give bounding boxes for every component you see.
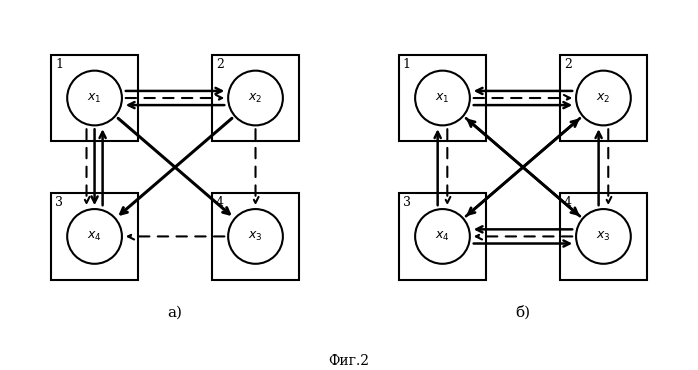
Bar	[212, 54, 299, 141]
Bar	[560, 54, 647, 141]
Bar	[51, 193, 138, 280]
Text: 1: 1	[55, 58, 63, 71]
Circle shape	[228, 71, 283, 125]
Bar	[560, 193, 647, 280]
Bar	[399, 54, 486, 141]
Bar	[212, 193, 299, 280]
Text: $x_1$: $x_1$	[87, 91, 102, 105]
Text: $x_2$: $x_2$	[248, 91, 262, 105]
Text: 1: 1	[403, 58, 411, 71]
Circle shape	[576, 209, 631, 264]
Text: 3: 3	[403, 196, 411, 209]
Text: а): а)	[168, 306, 183, 320]
Circle shape	[67, 209, 122, 264]
Circle shape	[67, 71, 122, 125]
Text: 2: 2	[216, 58, 224, 71]
Text: 4: 4	[564, 196, 572, 209]
Text: $x_4$: $x_4$	[87, 230, 102, 243]
Circle shape	[415, 209, 470, 264]
Text: $x_4$: $x_4$	[435, 230, 450, 243]
Text: $x_1$: $x_1$	[436, 91, 450, 105]
Bar	[51, 54, 138, 141]
Text: 4: 4	[216, 196, 224, 209]
Circle shape	[228, 209, 283, 264]
Text: 3: 3	[55, 196, 63, 209]
Bar	[399, 193, 486, 280]
Text: $x_3$: $x_3$	[248, 230, 263, 243]
Text: 2: 2	[564, 58, 572, 71]
Text: $x_2$: $x_2$	[596, 91, 611, 105]
Text: $x_3$: $x_3$	[596, 230, 611, 243]
Circle shape	[415, 71, 470, 125]
Circle shape	[576, 71, 631, 125]
Text: Фиг.2: Фиг.2	[329, 354, 369, 368]
Text: б): б)	[515, 306, 530, 320]
